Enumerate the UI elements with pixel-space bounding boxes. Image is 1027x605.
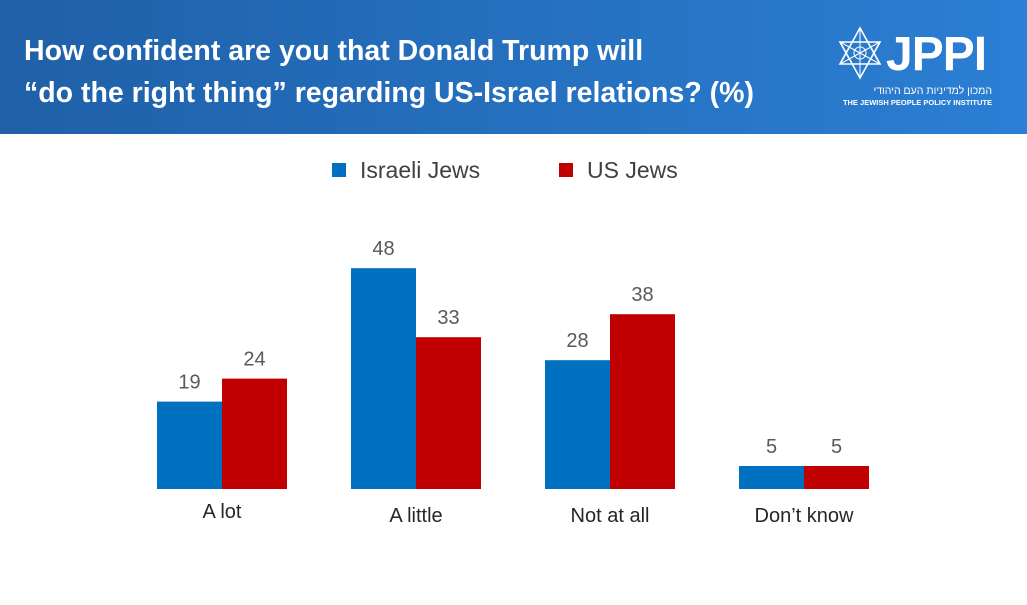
data-label-us-jews-not-at-all: 38 bbox=[631, 284, 653, 306]
category-label-don-t-know: Don’t know bbox=[755, 505, 854, 527]
logo-hebrew-text: המכון למדיניות העם היהודי bbox=[873, 85, 992, 97]
legend-label-israeli-jews: Israeli Jews bbox=[360, 157, 481, 183]
bar-israeli-jews-not-at-all bbox=[545, 360, 610, 489]
header-banner: How confident are you that Donald Trump … bbox=[0, 0, 1027, 134]
data-label-us-jews-a-lot: 24 bbox=[243, 349, 265, 371]
category-label-a-little: A little bbox=[389, 505, 442, 527]
data-label-us-jews-don-t-know: 5 bbox=[831, 436, 842, 458]
bar-us-jews-a-lot bbox=[222, 378, 287, 489]
legend-label-us-jews: US Jews bbox=[587, 157, 678, 183]
data-label-israeli-jews-not-at-all: 28 bbox=[566, 330, 588, 352]
chart-title: How confident are you that Donald Trump … bbox=[24, 30, 824, 114]
data-label-us-jews-a-little: 33 bbox=[437, 307, 459, 329]
bar-us-jews-not-at-all bbox=[610, 314, 675, 489]
chart-title-line-1: How confident are you that Donald Trump … bbox=[24, 35, 644, 67]
bar-us-jews-don-t-know bbox=[804, 466, 869, 489]
bar-israeli-jews-a-lot bbox=[157, 401, 222, 489]
star-of-david-icon bbox=[838, 26, 882, 80]
category-label-not-at-all: Not at all bbox=[571, 505, 650, 527]
bar-israeli-jews-don-t-know bbox=[739, 466, 804, 489]
legend-swatch-us-jews bbox=[559, 163, 573, 177]
data-label-israeli-jews-a-lot: 19 bbox=[178, 372, 200, 394]
logo-english-text: THE JEWISH PEOPLE POLICY INSTITUTE bbox=[842, 98, 992, 107]
logo-wordmark: JPPI bbox=[886, 28, 987, 81]
data-label-israeli-jews-don-t-know: 5 bbox=[766, 436, 777, 458]
category-label-a-lot: A lot bbox=[203, 501, 242, 523]
bar-us-jews-a-little bbox=[416, 337, 481, 489]
data-label-israeli-jews-a-little: 48 bbox=[372, 238, 394, 260]
legend-swatch-israeli-jews bbox=[332, 163, 346, 177]
bar-israeli-jews-a-little bbox=[351, 268, 416, 489]
jppi-logo: JPPI המכון למדיניות העם היהודי THE JEWIS… bbox=[836, 26, 996, 116]
chart-title-line-2: “do the right thing” regarding US-Israel… bbox=[24, 77, 754, 109]
